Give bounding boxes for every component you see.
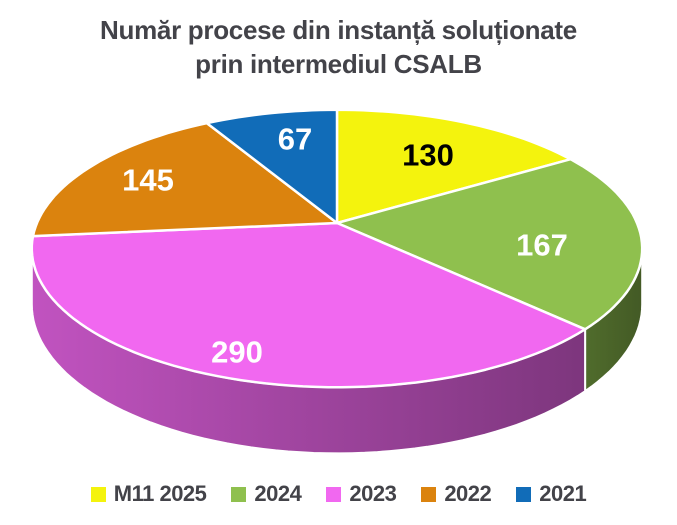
legend-label-2021: 2021 [539, 481, 587, 506]
legend-label-m11-2025: M11 2025 [113, 481, 207, 506]
pie-slice-m11-2025 [335, 108, 572, 225]
slice-value-label-m11-2025: 130 [402, 138, 454, 173]
legend-item-2024: 2024 [231, 481, 302, 507]
legend-swatch-m11-2025 [90, 486, 106, 502]
chart-title-line1: Număr procese din instanță soluționate [100, 15, 577, 45]
pie-slice-2023 [30, 221, 587, 389]
legend-swatch-2021 [516, 486, 532, 502]
legend-item-2022: 2022 [421, 481, 492, 507]
legend-label-2024: 2024 [254, 481, 302, 506]
legend-item-m11-2025: M11 2025 [90, 481, 207, 507]
legend: M11 2025 2024 2023 2022 2021 [0, 481, 677, 507]
pie-slice-2024 [335, 157, 644, 331]
chart-title-line2: prin intermediul CSALB [195, 49, 482, 79]
legend-label-2022: 2022 [444, 481, 492, 506]
chart-title: Număr procese din instanță soluționate p… [0, 13, 677, 81]
legend-item-2021: 2021 [516, 481, 587, 507]
slice-value-label-2023: 290 [211, 335, 263, 370]
legend-swatch-2022 [421, 486, 437, 502]
legend-label-2023: 2023 [349, 481, 397, 506]
slice-value-label-2024: 167 [516, 228, 568, 263]
legend-item-2023: 2023 [326, 481, 397, 507]
slice-value-label-2021: 67 [278, 122, 312, 157]
legend-swatch-2023 [326, 486, 342, 502]
legend-swatch-2024 [231, 486, 247, 502]
pie-slice-2022 [31, 121, 339, 238]
pie-slice-2021 [205, 108, 339, 225]
slice-value-label-2022: 145 [122, 163, 174, 198]
